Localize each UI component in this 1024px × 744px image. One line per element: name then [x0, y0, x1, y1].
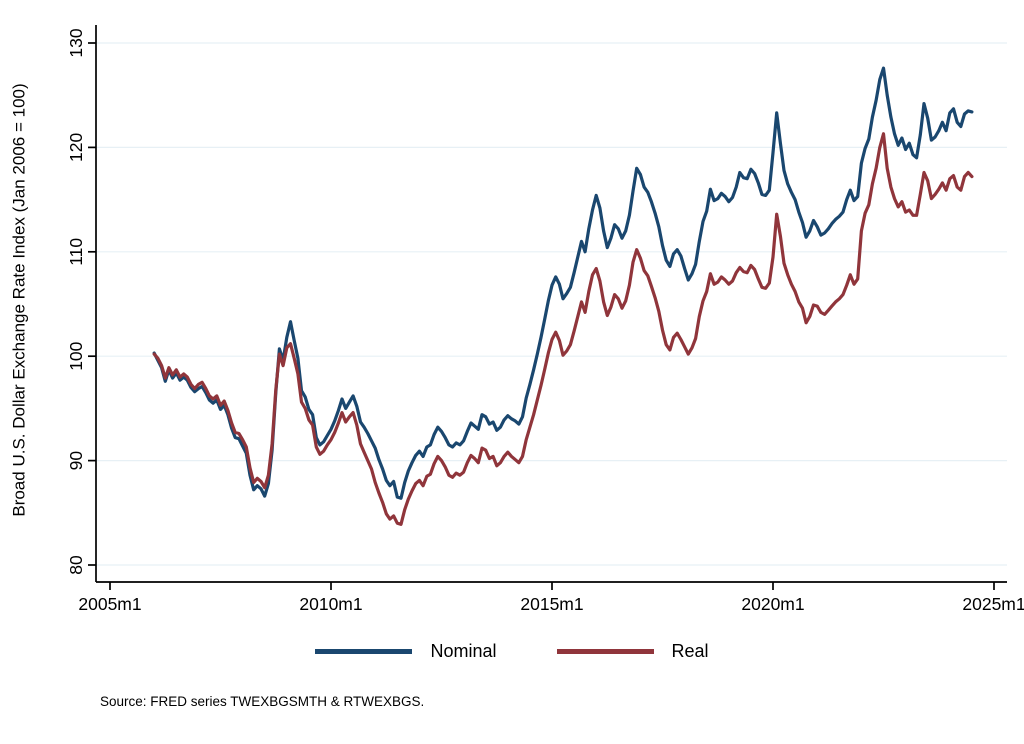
y-tick-label-80: 80	[66, 555, 86, 575]
nominal-line-swatch	[315, 649, 413, 654]
exchange-rate-line-chart: 80 90 100 110 120 130 2005m1 2010m1 2015m1 2020m1…	[66, 25, 1024, 614]
y-tick-label-90: 90	[66, 451, 86, 471]
x-tick-label-2025m1: 2025m1	[962, 594, 1024, 614]
chart-legend: Nominal Real	[0, 641, 1024, 662]
y-axis-title-text: Broad U.S. Dollar Exchange Rate Index (J…	[10, 83, 30, 517]
axes	[88, 25, 1007, 590]
source-note: Source: FRED series TWEXBGSMTH & RTWEXBG…	[100, 694, 425, 709]
legend-item-real: Real	[556, 641, 709, 662]
y-axis-title: Broad U.S. Dollar Exchange Rate Index (J…	[2, 0, 38, 600]
legend-label-nominal: Nominal	[430, 641, 497, 661]
y-tick-label-110: 110	[66, 238, 86, 266]
nominal-series-line	[152, 66, 974, 500]
x-tick-label-2010m1: 2010m1	[299, 594, 362, 614]
x-tick-label-2015m1: 2015m1	[520, 594, 583, 614]
legend-label-real: Real	[671, 641, 709, 661]
y-tick-label-100: 100	[66, 341, 86, 370]
real-series-line	[152, 132, 974, 526]
x-tick-label-2005m1: 2005m1	[78, 594, 141, 614]
y-tick-label-120: 120	[66, 133, 86, 162]
x-tick-label-2020m1: 2020m1	[741, 594, 804, 614]
y-tick-label-130: 130	[66, 28, 86, 57]
y-tick-labels: 80 90 100 110 120 130	[66, 28, 86, 575]
legend-item-nominal: Nominal	[315, 641, 497, 662]
real-line-swatch	[556, 649, 654, 654]
